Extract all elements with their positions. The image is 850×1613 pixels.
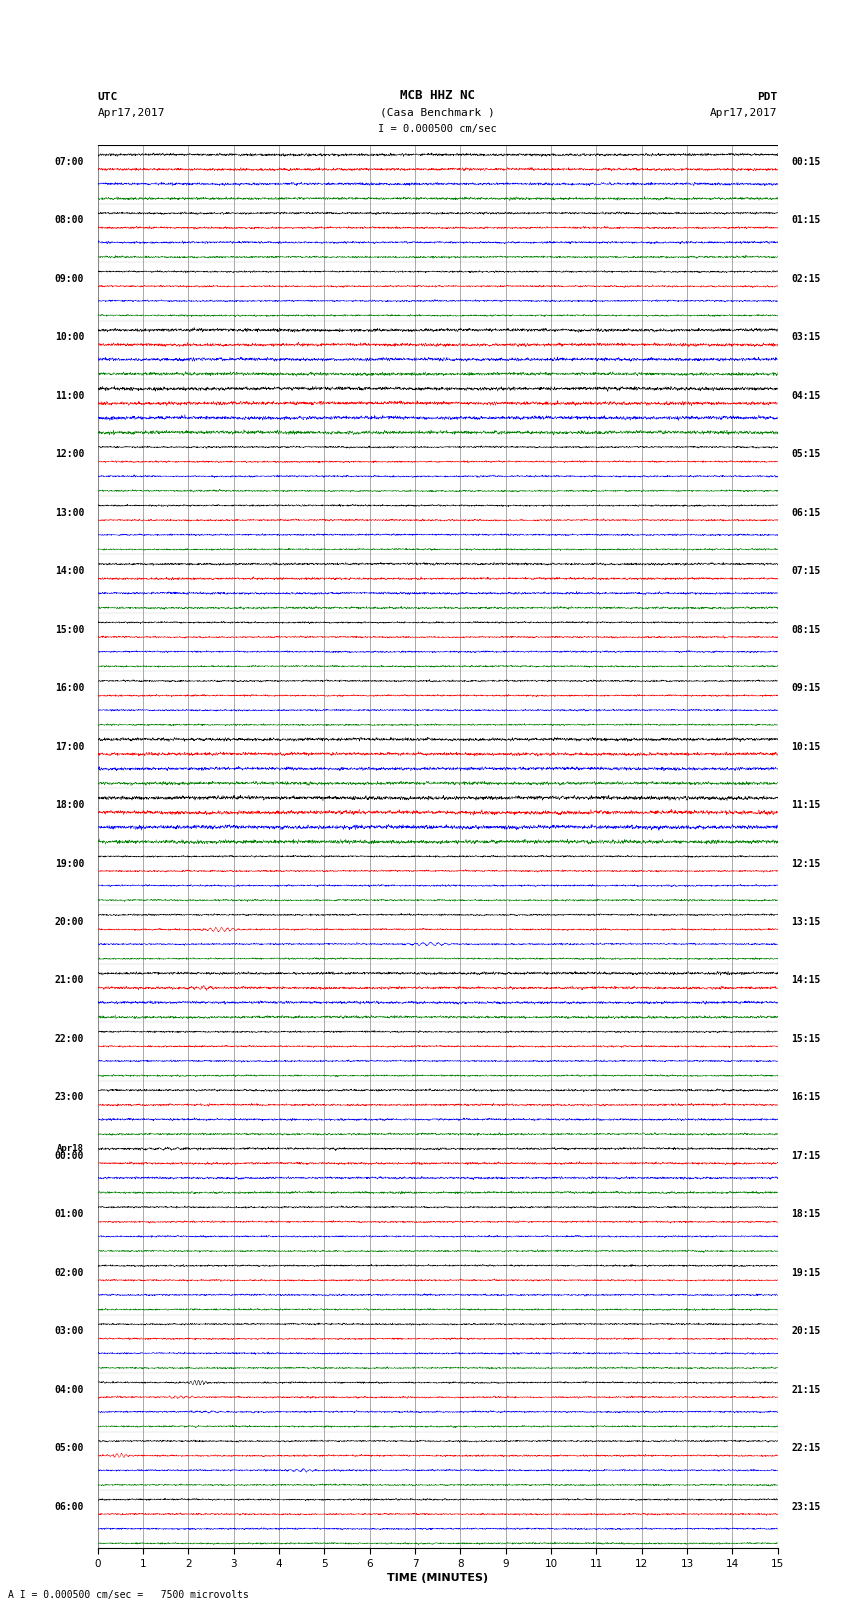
Text: 17:00: 17:00 [54,742,84,752]
Text: 04:00: 04:00 [54,1384,84,1395]
Text: 23:15: 23:15 [791,1502,821,1511]
Text: 17:15: 17:15 [791,1152,821,1161]
Text: A I = 0.000500 cm/sec =   7500 microvolts: A I = 0.000500 cm/sec = 7500 microvolts [8,1590,249,1600]
Text: 05:00: 05:00 [54,1444,84,1453]
Text: 02:15: 02:15 [791,274,821,284]
Text: 15:00: 15:00 [54,624,84,634]
Text: 00:00: 00:00 [54,1152,84,1161]
Text: 14:00: 14:00 [54,566,84,576]
Text: 10:00: 10:00 [54,332,84,342]
Text: 21:15: 21:15 [791,1384,821,1395]
Text: 01:15: 01:15 [791,216,821,226]
Text: I = 0.000500 cm/sec: I = 0.000500 cm/sec [378,124,497,134]
Text: UTC: UTC [98,92,118,102]
Text: 06:15: 06:15 [791,508,821,518]
Text: 13:15: 13:15 [791,916,821,927]
Text: 09:00: 09:00 [54,274,84,284]
Text: 03:00: 03:00 [54,1326,84,1336]
Text: 15:15: 15:15 [791,1034,821,1044]
Text: 08:00: 08:00 [54,216,84,226]
Text: 12:00: 12:00 [54,450,84,460]
Text: 09:15: 09:15 [791,684,821,694]
Text: 18:15: 18:15 [791,1210,821,1219]
Text: 12:15: 12:15 [791,858,821,868]
Text: 13:00: 13:00 [54,508,84,518]
Text: MCB HHZ NC: MCB HHZ NC [400,89,475,102]
Text: 01:00: 01:00 [54,1210,84,1219]
X-axis label: TIME (MINUTES): TIME (MINUTES) [388,1573,488,1582]
Text: Apr17,2017: Apr17,2017 [98,108,165,118]
Text: 10:15: 10:15 [791,742,821,752]
Text: 11:00: 11:00 [54,390,84,400]
Text: 20:15: 20:15 [791,1326,821,1336]
Text: 14:15: 14:15 [791,976,821,986]
Text: 07:15: 07:15 [791,566,821,576]
Text: 00:15: 00:15 [791,156,821,166]
Text: 19:15: 19:15 [791,1268,821,1277]
Text: 20:00: 20:00 [54,916,84,927]
Text: 02:00: 02:00 [54,1268,84,1277]
Text: PDT: PDT [757,92,778,102]
Text: 06:00: 06:00 [54,1502,84,1511]
Text: 22:15: 22:15 [791,1444,821,1453]
Text: 16:15: 16:15 [791,1092,821,1102]
Text: 16:00: 16:00 [54,684,84,694]
Text: 22:00: 22:00 [54,1034,84,1044]
Text: 23:00: 23:00 [54,1092,84,1102]
Text: 08:15: 08:15 [791,624,821,634]
Text: 18:00: 18:00 [54,800,84,810]
Text: 04:15: 04:15 [791,390,821,400]
Text: (Casa Benchmark ): (Casa Benchmark ) [380,108,495,118]
Text: 11:15: 11:15 [791,800,821,810]
Text: Apr17,2017: Apr17,2017 [711,108,778,118]
Text: 21:00: 21:00 [54,976,84,986]
Text: 07:00: 07:00 [54,156,84,166]
Text: 05:15: 05:15 [791,450,821,460]
Text: Apr18: Apr18 [57,1144,84,1153]
Text: 19:00: 19:00 [54,858,84,868]
Text: 03:15: 03:15 [791,332,821,342]
